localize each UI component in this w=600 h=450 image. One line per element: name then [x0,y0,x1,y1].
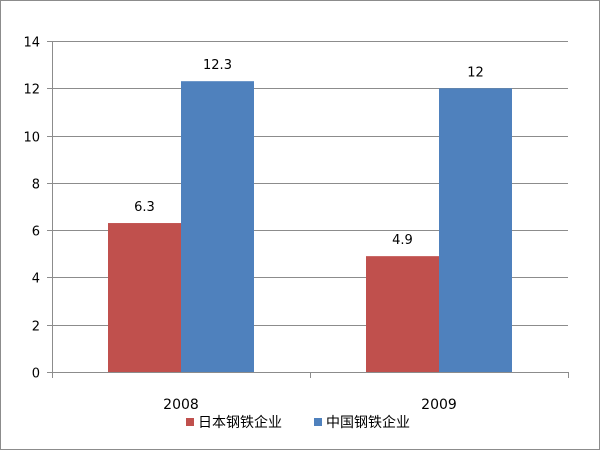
axes [47,41,569,378]
legend-swatch-series-1 [186,418,194,426]
y-tick-label: 6 [32,225,40,240]
data-label-2008-series-2: 12.3 [203,58,232,73]
bar-2009-series-2 [439,88,512,373]
legend-label-series-1: 日本钢铁企业 [198,414,282,431]
bar-2008-series-1 [108,223,181,372]
legend: 日本钢铁企业 中国钢铁企业 [186,414,410,431]
y-tick-label: 2 [32,320,40,335]
bar-2009-series-1 [366,256,439,372]
bar-2008-series-2 [181,81,254,372]
bars [108,81,512,373]
data-label-2009-series-1: 4.9 [392,233,413,248]
y-tick-labels: 0 2 4 6 8 10 12 14 [23,36,40,382]
x-tick-labels: 2008 2009 [163,397,457,413]
y-tick-label: 4 [32,272,40,287]
legend-label-series-2: 中国钢铁企业 [326,414,410,431]
y-tick-label: 14 [23,36,40,51]
data-label-2008-series-1: 6.3 [134,200,155,215]
x-tick-label: 2008 [163,397,199,413]
y-tick-label: 8 [32,178,40,193]
y-tick-label: 10 [23,131,40,146]
y-tick-label: 0 [32,367,40,382]
legend-swatch-series-2 [314,418,322,426]
data-labels: 6.3 12.3 4.9 12 [134,58,484,248]
x-tick-label: 2009 [421,397,457,413]
data-label-2009-series-2: 12 [467,65,484,80]
y-tick-label: 12 [23,83,40,98]
